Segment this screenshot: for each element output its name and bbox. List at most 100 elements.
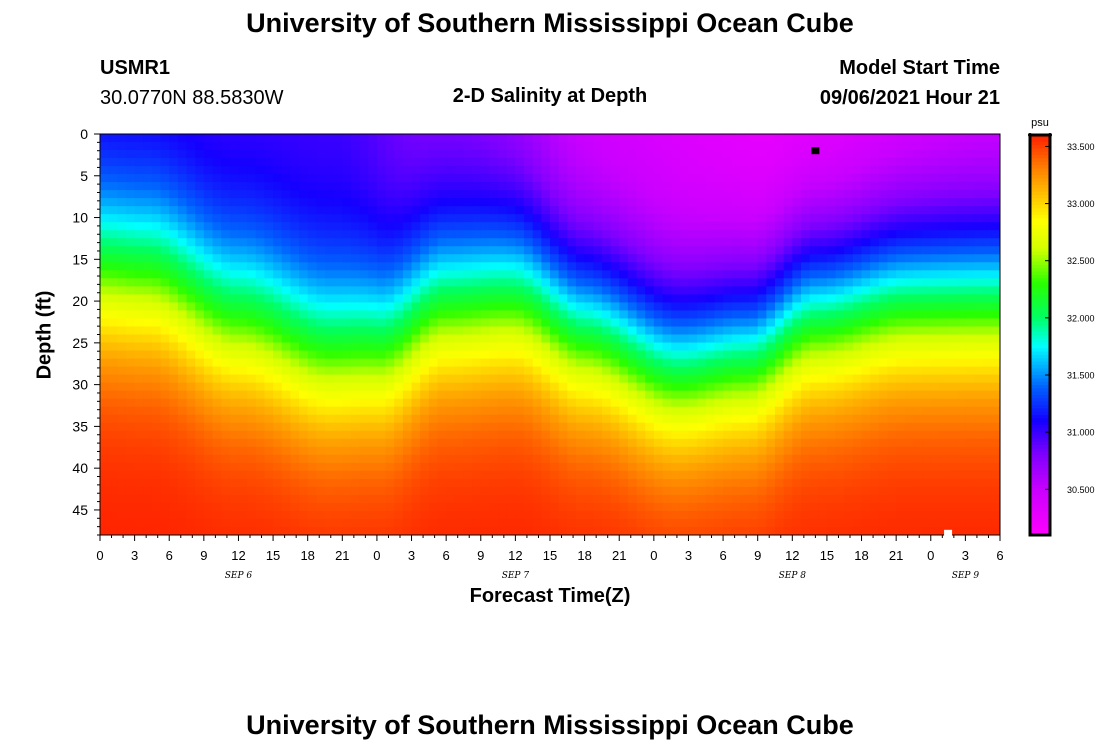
heat-cell: [930, 374, 941, 384]
heat-cell: [593, 310, 603, 320]
heat-cell: [904, 182, 915, 191]
heat-cell: [887, 510, 897, 520]
heat-cell: [238, 462, 248, 472]
heat-cell: [143, 446, 153, 456]
heat-cell: [913, 238, 923, 247]
heat-cell: [896, 238, 906, 247]
heat-cell: [376, 438, 387, 448]
heat-cell: [939, 462, 949, 472]
heat-cell: [238, 382, 248, 392]
heat-cell: [255, 446, 266, 456]
heat-cell: [792, 166, 802, 175]
heat-cell: [333, 502, 343, 512]
heat-cell: [723, 398, 733, 408]
heat-cell: [299, 494, 309, 504]
heat-cell: [212, 310, 222, 320]
heat-cell: [117, 462, 127, 472]
heat-cell: [420, 422, 430, 432]
heat-cell: [212, 326, 222, 336]
heat-cell: [446, 198, 456, 207]
heat-cell: [108, 390, 118, 400]
heat-cell: [134, 390, 144, 400]
heat-cell: [117, 150, 127, 159]
heat-cell: [627, 134, 638, 143]
heat-cell: [567, 198, 577, 207]
heat-cell: [852, 286, 863, 295]
heat-cell: [489, 150, 499, 159]
heat-cell: [601, 326, 612, 336]
heat-cell: [662, 206, 672, 215]
heat-cell: [524, 222, 534, 231]
heat-cell: [809, 462, 819, 472]
heat-cell: [878, 174, 889, 183]
heat-cell: [645, 230, 655, 239]
heat-cell: [333, 270, 343, 279]
heat-cell: [991, 206, 1000, 215]
heat-cell: [524, 214, 534, 223]
heat-cell: [714, 462, 724, 472]
heat-cell: [117, 238, 127, 247]
heat-cell: [489, 310, 499, 320]
heat-cell: [195, 478, 205, 488]
heat-cell: [273, 278, 283, 287]
heat-cell: [809, 334, 819, 344]
heat-cell: [636, 358, 646, 368]
heat-cell: [723, 422, 733, 432]
heat-cell: [627, 414, 638, 424]
heat-cell: [567, 142, 577, 151]
heat-cell: [679, 478, 690, 488]
heat-cell: [679, 374, 690, 384]
heat-cell: [229, 326, 240, 336]
heat-cell: [255, 510, 266, 520]
heat-cell: [394, 166, 404, 175]
heat-cell: [878, 350, 889, 360]
heat-cell: [221, 238, 231, 247]
heat-cell: [498, 310, 508, 320]
heat-cell: [437, 206, 447, 215]
heat-cell: [143, 470, 153, 480]
heat-cell: [238, 502, 248, 512]
heat-cell: [480, 398, 491, 408]
heat-cell: [376, 206, 387, 215]
heat-cell: [584, 198, 594, 207]
heat-cell: [420, 166, 430, 175]
heat-cell: [143, 406, 153, 416]
heat-cell: [472, 382, 482, 392]
heat-cell: [671, 366, 681, 376]
heat-cell: [541, 302, 551, 312]
heat-cell: [290, 430, 300, 440]
heat-cell: [653, 358, 664, 368]
heat-cell: [532, 438, 542, 448]
heat-cell: [550, 486, 560, 496]
heat-cell: [792, 174, 802, 183]
heat-cell: [117, 398, 127, 408]
heat-cell: [844, 222, 854, 231]
heat-cell: [411, 478, 421, 488]
heat-cell: [524, 398, 534, 408]
heat-cell: [290, 374, 300, 384]
heat-cell: [956, 390, 966, 400]
heat-cell: [723, 430, 733, 440]
heat-cell: [861, 358, 871, 368]
heat-cell: [368, 254, 378, 263]
heat-cell: [428, 422, 439, 432]
heat-cell: [922, 302, 932, 312]
heat-cell: [394, 270, 404, 279]
heat-cell: [610, 230, 620, 239]
heat-cell: [203, 158, 214, 167]
heat-cell: [342, 342, 352, 352]
heat-cell: [584, 502, 594, 512]
heat-cell: [437, 134, 447, 143]
heat-cell: [913, 334, 923, 344]
heat-cell: [636, 150, 646, 159]
heat-cell: [195, 454, 205, 464]
heat-cell: [610, 254, 620, 263]
heat-cell: [333, 406, 343, 416]
heat-cell: [965, 358, 975, 368]
heat-cell: [316, 246, 326, 255]
heat-cell: [550, 382, 560, 392]
heat-cell: [558, 470, 568, 480]
heat-cell: [835, 182, 845, 191]
heat-cell: [169, 374, 179, 384]
heat-cell: [766, 238, 776, 247]
